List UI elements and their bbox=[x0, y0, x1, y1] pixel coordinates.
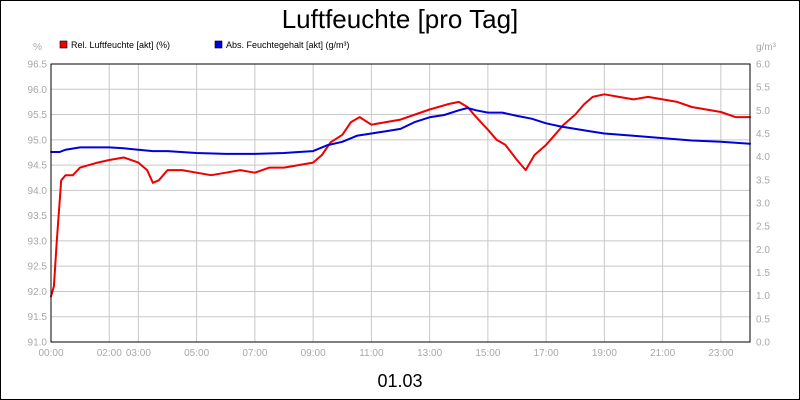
series-line-abs-humidity bbox=[50, 107, 751, 155]
grid bbox=[51, 63, 750, 343]
right-axis-tick-label: 3.5 bbox=[756, 175, 770, 186]
left-axis-tick-label: 91.5 bbox=[28, 312, 48, 323]
left-axis-tick-label: 95.5 bbox=[28, 110, 48, 121]
right-axis-tick-label: 0.5 bbox=[756, 314, 770, 325]
right-axis-tick-label: 2.5 bbox=[756, 222, 770, 233]
right-axis-tick-label: 4.5 bbox=[756, 129, 770, 140]
right-axis-tick-label: 1.0 bbox=[756, 291, 770, 302]
x-axis-tick-label: 19:00 bbox=[592, 348, 617, 359]
x-axis-tick-label: 15:00 bbox=[475, 348, 500, 359]
x-axis-labels: 00:00 02:00 03:00 05:00 07:00 09:00 11:00 13:00… bbox=[38, 348, 733, 359]
x-axis-tick-label: 21:00 bbox=[650, 348, 675, 359]
right-axis-tick-label: 1.5 bbox=[756, 268, 770, 279]
right-axis-tick-label: 3.0 bbox=[756, 199, 770, 210]
date-label: 01.03 bbox=[377, 371, 422, 391]
left-axis-tick-label: 94.5 bbox=[28, 161, 48, 172]
left-axis-unit: % bbox=[33, 42, 42, 53]
x-axis-tick-label: 11:00 bbox=[359, 348, 384, 359]
right-axis-tick-label: 4.0 bbox=[756, 152, 770, 163]
left-axis-tick-label: 92.5 bbox=[28, 262, 48, 273]
x-axis-tick-label: 07:00 bbox=[242, 348, 267, 359]
left-axis-tick-label: 94.0 bbox=[28, 186, 48, 197]
left-axis-tick-label: 93.5 bbox=[28, 211, 48, 222]
x-axis-tick-label: 02:00 bbox=[97, 348, 122, 359]
right-axis-tick-label: 2.0 bbox=[756, 245, 770, 256]
right-axis-unit: g/m³ bbox=[756, 42, 777, 53]
series-line-rel-humidity bbox=[50, 93, 751, 298]
right-axis-tick-label: 6.0 bbox=[756, 60, 770, 71]
left-axis-tick-label: 96.5 bbox=[28, 60, 48, 71]
left-axis-labels: 96.5 96.0 95.5 95.0 94.5 94.0 93.5 93.0 92.5 92.0… bbox=[28, 60, 48, 349]
left-axis-tick-label: 96.0 bbox=[28, 85, 48, 96]
right-axis-tick-label: 5.5 bbox=[756, 83, 770, 94]
left-axis-tick-label: 93.0 bbox=[28, 236, 48, 247]
x-axis-tick-label: 00:00 bbox=[38, 348, 63, 359]
right-axis-tick-label: 0.0 bbox=[756, 338, 770, 349]
x-axis-tick-label: 13:00 bbox=[417, 348, 442, 359]
plot-area-border bbox=[50, 63, 751, 343]
legend-swatch-rel bbox=[59, 40, 68, 49]
legend-label-rel: Rel. Luftfeuchte [akt] (%) bbox=[71, 40, 170, 50]
x-axis-tick-label: 03:00 bbox=[126, 348, 151, 359]
x-axis-tick-label: 05:00 bbox=[184, 348, 209, 359]
legend: Rel. Luftfeuchte [akt] (%) Abs. Feuchteg… bbox=[59, 40, 350, 50]
legend-swatch-abs bbox=[214, 40, 223, 49]
chart-title: Luftfeuchte [pro Tag] bbox=[282, 4, 519, 34]
left-axis-tick-label: 92.0 bbox=[28, 287, 48, 298]
x-axis-tick-label: 23:00 bbox=[708, 348, 733, 359]
x-axis-tick-label: 17:00 bbox=[534, 348, 559, 359]
right-axis-tick-label: 5.0 bbox=[756, 106, 770, 117]
left-axis-tick-label: 91.0 bbox=[28, 338, 48, 349]
x-axis-tick-label: 09:00 bbox=[301, 348, 326, 359]
right-axis-labels: 6.0 5.5 5.0 4.5 4.0 3.5 3.0 2.5 2.0 1.5 1.0 0.5 0.0 bbox=[756, 60, 770, 349]
legend-label-abs: Abs. Feuchtegehalt [akt] (g/m³) bbox=[226, 40, 350, 50]
left-axis-tick-label: 95.0 bbox=[28, 135, 48, 146]
series-lines bbox=[50, 93, 751, 298]
